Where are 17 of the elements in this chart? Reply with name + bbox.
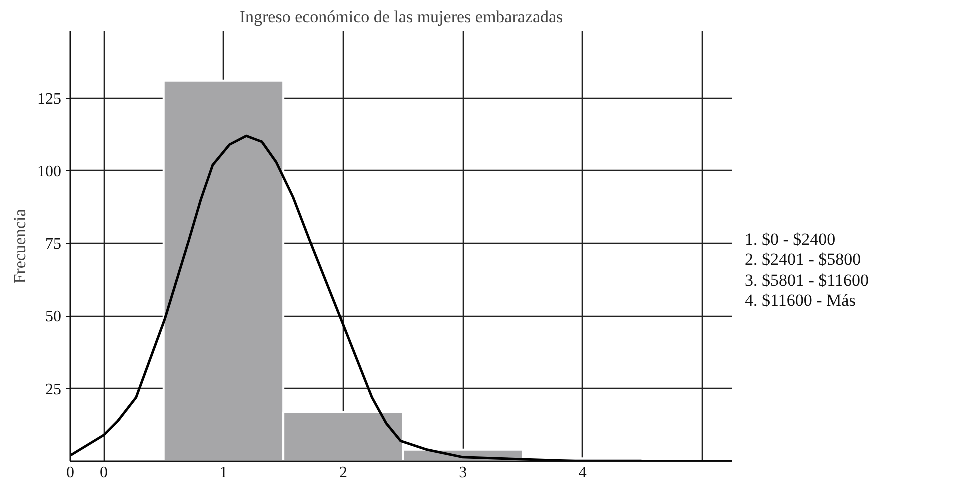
x-tick-label: 4 — [578, 464, 587, 482]
text: 1. $0 - $2400 — [745, 230, 836, 249]
y-tick-label: 100 — [38, 163, 62, 180]
text: 4. $11600 - Más — [745, 291, 856, 310]
y-tick-label: 75 — [46, 236, 62, 254]
y-tick-label: 125 — [38, 90, 62, 108]
y-axis-title: Frecuencia — [10, 208, 30, 284]
text: 3. $5801 - $11600 — [745, 270, 870, 290]
x-tick-label: 0 — [100, 464, 108, 482]
x-tick-label: 0 — [66, 464, 74, 482]
x-tick-label: 2 — [339, 464, 348, 482]
y-tick-label: 25 — [46, 381, 62, 398]
x-tick-label: 1 — [220, 464, 228, 482]
text: 2. $2401 - $5800 — [745, 250, 862, 270]
chart-title: Ingreso económico de las mujeres embarazadas — [240, 8, 564, 26]
y-tick-label: 50 — [46, 308, 62, 326]
x-tick-label: 3 — [459, 464, 468, 482]
